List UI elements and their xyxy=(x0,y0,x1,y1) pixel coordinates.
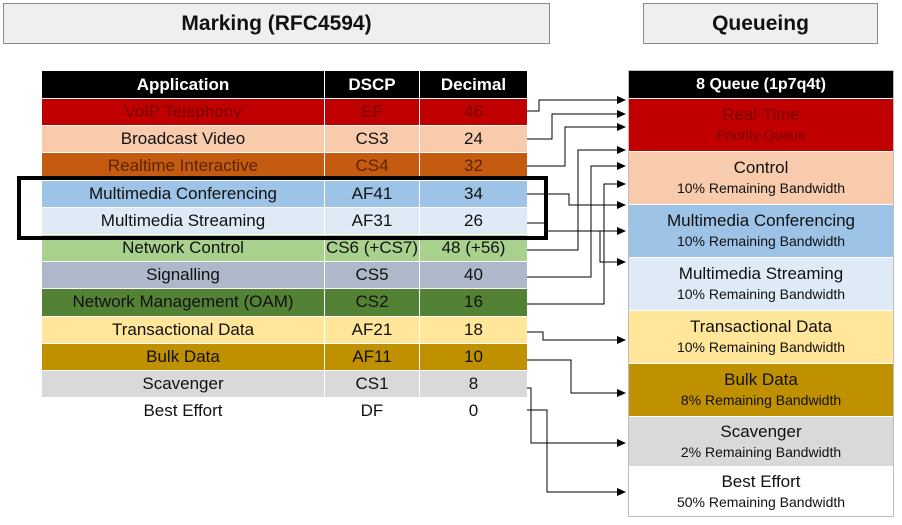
column-header-decimal: Decimal xyxy=(419,70,528,99)
cell-application: Network Management (OAM) xyxy=(41,288,325,317)
mapping-arrow xyxy=(527,180,626,305)
cell-application: Transactional Data xyxy=(41,315,325,344)
queue-detail: Priority Queue xyxy=(716,127,806,143)
cell-dscp: DF xyxy=(324,397,420,426)
cell-dscp: CS3 xyxy=(324,125,420,154)
queue-name: Control xyxy=(733,158,789,177)
column-header-application: Application xyxy=(41,70,325,99)
table-row: Best Effort DF 0 xyxy=(41,397,528,426)
cell-dscp: CS1 xyxy=(324,369,420,399)
cell-decimal: 8 xyxy=(419,369,528,399)
table-row: Multimedia Conferencing AF41 34 xyxy=(41,179,528,208)
cell-application: Realtime Interactive xyxy=(41,152,325,181)
mapping-arrow xyxy=(527,222,626,235)
queue-box: Transactional Data 10% Remaining Bandwidt… xyxy=(629,310,893,363)
cell-application: Broadcast Video xyxy=(41,125,325,154)
mapping-arrow xyxy=(527,123,626,167)
mapping-arrow xyxy=(527,331,626,344)
queue-box: Best Effort 50% Remaining Bandwidth xyxy=(629,466,893,516)
cell-dscp: EF xyxy=(324,97,420,127)
mapping-arrow xyxy=(527,96,626,112)
queue-column: 8 Queue (1p7q4t) Real-Time Priority Queue… xyxy=(628,70,894,517)
queue-detail: 2% Remaining Bandwidth xyxy=(680,443,842,460)
queue-name: Scavenger xyxy=(720,421,802,441)
cell-application: Best Effort xyxy=(41,397,325,426)
queue-box: Multimedia Conferencing 10% Remaining Ban… xyxy=(629,204,893,257)
queue-box: Bulk Data 8% Remaining Bandwidth xyxy=(629,363,893,416)
mapping-arrow xyxy=(527,146,626,251)
marking-table: Application DSCP Decimal VoIP Telephony E… xyxy=(41,70,528,426)
queue-detail: 50% Remaining Bandwidth xyxy=(676,493,846,510)
table-row: Realtime Interactive CS4 32 xyxy=(41,152,528,181)
table-row: Broadcast Video CS3 24 xyxy=(41,125,528,154)
queue-name: Multimedia Streaming xyxy=(678,264,844,283)
mapping-arrow xyxy=(527,359,626,397)
queue-box: Scavenger 2% Remaining Bandwidth xyxy=(629,416,893,466)
table-row: Scavenger CS1 8 xyxy=(41,369,528,399)
queue-name: Best Effort xyxy=(721,471,801,491)
queue-name: Bulk Data xyxy=(724,370,798,389)
table-row: Network Management (OAM) CS2 16 xyxy=(41,288,528,317)
table-row: Transactional Data AF21 18 xyxy=(41,315,528,344)
queueing-header: Queueing xyxy=(643,3,878,44)
cell-decimal: 32 xyxy=(419,152,528,181)
mapping-arrow xyxy=(527,409,626,496)
mapping-arrow xyxy=(527,162,626,278)
mapping-arrow xyxy=(527,387,626,447)
marking-header: Marking (RFC4594) xyxy=(3,3,550,44)
table-row: Multimedia Streaming AF31 26 xyxy=(41,206,528,235)
cell-decimal: 24 xyxy=(419,125,528,154)
cell-decimal: 26 xyxy=(419,206,528,235)
queue-detail: 10% Remaining Bandwidth xyxy=(676,233,846,249)
queue-detail: 10% Remaining Bandwidth xyxy=(676,286,846,302)
queue-detail: 10% Remaining Bandwidth xyxy=(676,180,846,196)
queue-detail: 8% Remaining Bandwidth xyxy=(680,392,842,408)
queue-detail: 10% Remaining Bandwidth xyxy=(676,339,846,355)
cell-application: Bulk Data xyxy=(41,342,325,371)
table-row: Bulk Data AF11 10 xyxy=(41,342,528,371)
queue-column-title: 8 Queue (1p7q4t) xyxy=(629,71,893,98)
queue-name: Multimedia Conferencing xyxy=(666,211,856,230)
queue-name: Transactional Data xyxy=(689,317,833,336)
cell-application: Multimedia Conferencing xyxy=(41,179,325,208)
cell-dscp: AF31 xyxy=(324,206,420,235)
queue-box: Control 10% Remaining Bandwidth xyxy=(629,151,893,204)
cell-decimal: 46 xyxy=(419,97,528,127)
cell-dscp: CS4 xyxy=(324,152,420,181)
mapping-arrow xyxy=(527,110,626,140)
queue-name: Real-Time xyxy=(722,105,800,124)
cell-decimal: 40 xyxy=(419,261,528,290)
queue-box: Multimedia Streaming 10% Remaining Bandwi… xyxy=(629,257,893,310)
marking-table-header-row: Application DSCP Decimal xyxy=(41,70,528,99)
queue-box: Real-Time Priority Queue xyxy=(629,98,893,151)
table-row: VoIP Telephony EF 46 xyxy=(41,97,528,127)
cell-application: VoIP Telephony xyxy=(41,97,325,127)
mapping-arrow xyxy=(552,230,626,266)
cell-decimal: 0 xyxy=(419,397,528,426)
cell-decimal: 10 xyxy=(419,342,528,371)
mapping-arrow xyxy=(527,193,626,209)
cell-dscp: AF11 xyxy=(324,342,420,371)
highlight-box xyxy=(17,176,548,240)
cell-application: Multimedia Streaming xyxy=(41,206,325,235)
cell-dscp: AF21 xyxy=(324,315,420,344)
